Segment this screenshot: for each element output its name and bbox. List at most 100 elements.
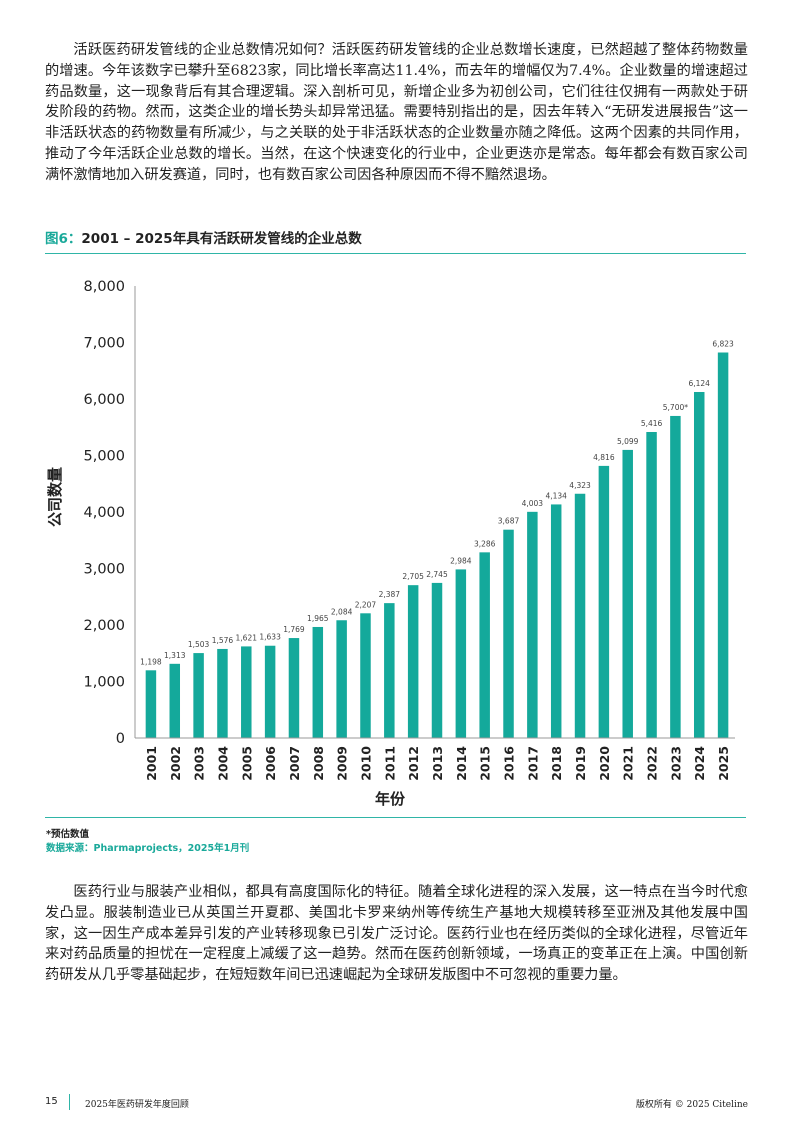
bar: [527, 511, 538, 738]
data-label: 6,124: [688, 379, 710, 388]
bar: [574, 493, 586, 738]
data-label: 4,003: [522, 499, 544, 508]
bar: [717, 352, 729, 738]
data-label: 1,633: [259, 633, 281, 642]
y-tick-label: 5,000: [83, 449, 125, 465]
data-label: 5,700*: [663, 403, 688, 412]
x-tick-label: 2018: [549, 746, 564, 781]
y-tick-label: 3,000: [83, 562, 125, 578]
y-axis-title: 公司数量: [46, 467, 64, 527]
data-label: 6,823: [712, 340, 734, 349]
data-label: 5,416: [641, 419, 663, 428]
y-tick-label: 7,000: [83, 336, 125, 352]
x-tick-label: 2002: [168, 746, 183, 781]
x-tick-label: 2020: [597, 746, 612, 781]
figure-bottom-rule: [45, 817, 746, 818]
y-tick-label: 8,000: [83, 279, 125, 295]
data-source: 数据来源：Pharmaprojects，2025年1月刊: [46, 843, 250, 854]
bar: [431, 582, 443, 738]
data-label: 1,198: [140, 657, 162, 666]
bar: [550, 504, 562, 738]
intro-paragraph: 活跃医药研发管线的企业总数情况如何？活跃医药研发管线的企业总数增长速度，已然超越…: [45, 42, 748, 183]
x-tick-label: 2001: [144, 746, 159, 781]
x-tick-label: 2012: [406, 746, 421, 781]
bar: [217, 648, 228, 738]
data-label: 1,965: [307, 614, 329, 623]
bar: [312, 626, 324, 738]
bar: [193, 653, 204, 738]
footer-doc-title: 2025年医药研发年度回顾: [85, 1100, 189, 1110]
bar: [622, 449, 633, 738]
x-tick-label: 2009: [335, 746, 350, 781]
estimate-note: *预估数值: [46, 829, 89, 840]
footer-divider: [69, 1094, 70, 1110]
bar: [145, 670, 157, 738]
data-label: 3,687: [498, 517, 520, 526]
bar: [503, 529, 514, 738]
bar: [646, 431, 657, 738]
bar: [336, 620, 347, 738]
x-tick-label: 2006: [263, 746, 278, 781]
x-tick-label: 2013: [430, 746, 445, 781]
data-label: 1,313: [164, 651, 186, 660]
x-tick-label: 2025: [716, 746, 731, 781]
x-tick-label: 2005: [239, 746, 254, 781]
x-tick-label: 2010: [358, 746, 373, 781]
figure-title: 图6：2001 – 2025年具有活跃研发管线的企业总数: [45, 227, 362, 247]
x-tick-label: 2019: [573, 746, 588, 781]
bar: [455, 569, 467, 738]
data-label: 1,769: [283, 625, 305, 634]
x-tick-label: 2003: [192, 746, 207, 781]
x-tick-label: 2004: [215, 746, 230, 781]
x-tick-label: 2022: [645, 746, 660, 781]
x-tick-label: 2016: [502, 746, 517, 781]
data-label: 5,099: [617, 437, 639, 446]
figure-label: 图6：: [45, 231, 82, 247]
data-label: 1,503: [188, 640, 210, 649]
outro-paragraph: 医药行业与服装产业相似，都具有高度国际化的特征。随着全球化进程的深入发展，这一特…: [45, 884, 748, 984]
data-label: 4,816: [593, 453, 615, 462]
bar: [264, 645, 276, 738]
page-number: 15: [45, 1096, 58, 1107]
data-label: 3,286: [474, 539, 496, 548]
x-tick-label: 2007: [287, 746, 302, 781]
bar: [288, 638, 300, 738]
bar: [241, 646, 252, 738]
data-label: 2,207: [355, 600, 377, 609]
footer-copyright: 版权所有 © 2025 Citeline: [635, 1100, 748, 1110]
data-label: 2,705: [402, 572, 424, 581]
bar-chart: 0 1,000 2,000 3,000 4,000 5,000 6,000 7,000 8,00…: [46, 279, 735, 808]
figure-title-text: 2001 – 2025年具有活跃研发管线的企业总数: [81, 231, 362, 247]
x-tick-label: 2008: [311, 746, 326, 781]
bar: [479, 552, 490, 738]
bar: [407, 585, 419, 738]
y-tick-label: 6,000: [83, 392, 125, 408]
x-axis-title: 年份: [375, 790, 406, 808]
x-tick-label: 2015: [478, 746, 493, 781]
data-label: 2,387: [379, 590, 401, 599]
data-label: 1,621: [236, 633, 258, 642]
y-tick-label: 4,000: [83, 505, 125, 521]
bar: [360, 613, 371, 738]
x-tick-label: 2021: [621, 746, 636, 781]
bar: [169, 663, 181, 738]
bar: [598, 465, 610, 738]
data-label: 2,984: [450, 556, 472, 565]
x-tick-label: 2017: [525, 746, 540, 781]
bar: [670, 415, 681, 738]
data-label: 4,323: [569, 481, 591, 490]
y-tick-label: 2,000: [83, 618, 125, 634]
y-tick-label: 1,000: [83, 675, 125, 691]
bar: [384, 603, 395, 738]
data-label: 1,576: [212, 636, 234, 645]
data-label: 2,084: [331, 607, 353, 616]
x-tick-label: 2014: [454, 746, 469, 781]
figure-top-rule: [45, 253, 746, 254]
page-footer: 15 2025年医药研发年度回顾 版权所有 © 2025 Citeline: [45, 1094, 748, 1112]
y-tick-label: 0: [116, 731, 125, 747]
bar: [693, 391, 705, 738]
data-label: 4,134: [545, 491, 567, 500]
x-tick-label: 2024: [692, 746, 707, 781]
x-tick-label: 2011: [382, 746, 397, 781]
data-label: 2,745: [426, 570, 448, 579]
